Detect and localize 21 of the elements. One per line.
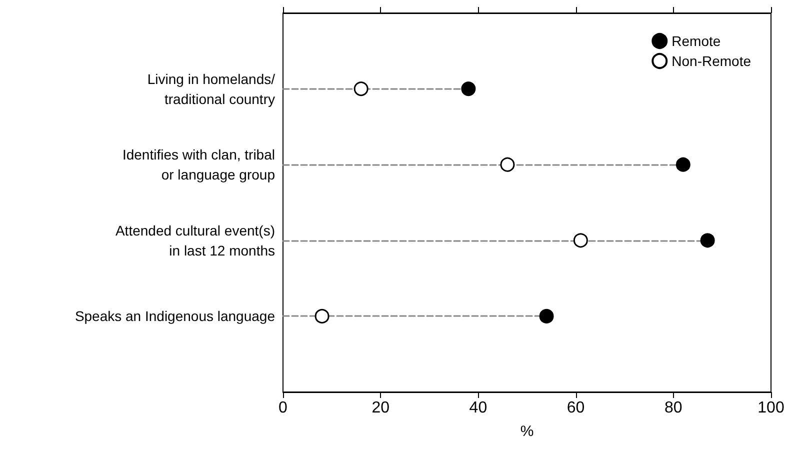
legend-label: Remote — [672, 33, 721, 49]
y-tick-label: Speaks an Indigenous language — [74, 308, 276, 324]
x-tick-label: 100 — [758, 400, 784, 416]
point — [314, 308, 330, 324]
x-tick-label: 0 — [278, 400, 288, 416]
x-tick-label: 60 — [566, 400, 585, 416]
point — [500, 157, 515, 172]
y-tick-label: Identifies with clan, tribal or language group — [122, 146, 276, 183]
point — [573, 233, 588, 248]
point — [676, 157, 690, 172]
point — [700, 233, 715, 248]
point — [461, 82, 476, 96]
x-tick-label: 40 — [469, 400, 488, 416]
y-tick-label: Attended cultural event(s) in last 12 months — [115, 222, 275, 258]
point — [354, 82, 368, 96]
x-tick-label: 80 — [664, 400, 682, 416]
y-tick-label: Living in homelands/ traditional country — [147, 70, 276, 107]
legend-label: Non-Remote — [672, 53, 752, 69]
point — [539, 308, 554, 324]
x-axis-title: % — [520, 423, 534, 440]
x-tick-label: 20 — [372, 400, 390, 416]
